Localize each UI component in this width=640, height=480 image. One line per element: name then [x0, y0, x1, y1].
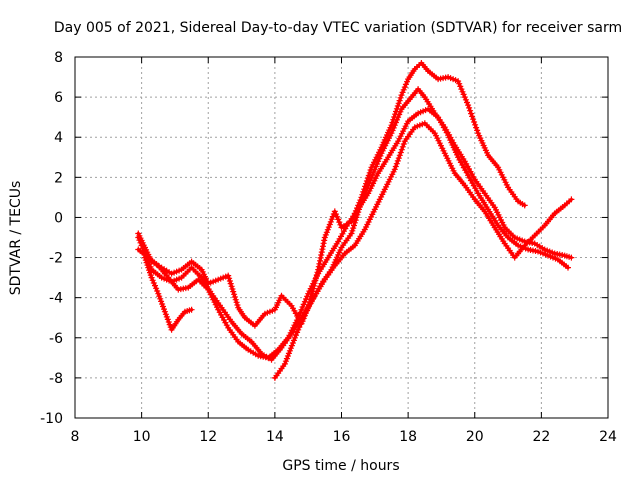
series-arc-4-markers	[271, 120, 575, 381]
x-tick-label: 24	[599, 429, 617, 445]
x-tick-label: 22	[532, 429, 550, 445]
y-tick-label: -4	[49, 291, 63, 307]
y-tick-label: -6	[49, 331, 63, 347]
x-tick-label: 20	[466, 429, 484, 445]
y-tick-label: 0	[54, 210, 63, 226]
y-tick-label: 8	[54, 50, 63, 66]
data-series	[135, 60, 575, 381]
series-arc-2-markers	[135, 86, 575, 363]
series-arc-5-markers	[142, 254, 195, 333]
x-tick-label: 12	[199, 429, 217, 445]
y-axis-label: SDTVAR / TECUs	[8, 181, 24, 296]
x-axis-label: GPS time / hours	[282, 458, 399, 474]
x-tick-label: 8	[71, 429, 80, 445]
chart-title: Day 005 of 2021, Sidereal Day-to-day VTE…	[54, 20, 622, 36]
y-tick-label: 6	[54, 90, 63, 106]
y-tick-label: -2	[49, 251, 63, 267]
y-tick-label: 4	[54, 130, 63, 146]
grid-lines	[75, 57, 608, 418]
x-tick-label: 16	[333, 429, 351, 445]
x-tick-label: 14	[266, 429, 284, 445]
y-tick-label: 2	[54, 170, 63, 186]
x-tick-label: 10	[133, 429, 151, 445]
y-tick-label: -10	[40, 411, 63, 427]
series-arc-3-markers	[135, 106, 571, 361]
y-tick-label: -8	[49, 371, 63, 387]
x-tick-label: 18	[399, 429, 417, 445]
